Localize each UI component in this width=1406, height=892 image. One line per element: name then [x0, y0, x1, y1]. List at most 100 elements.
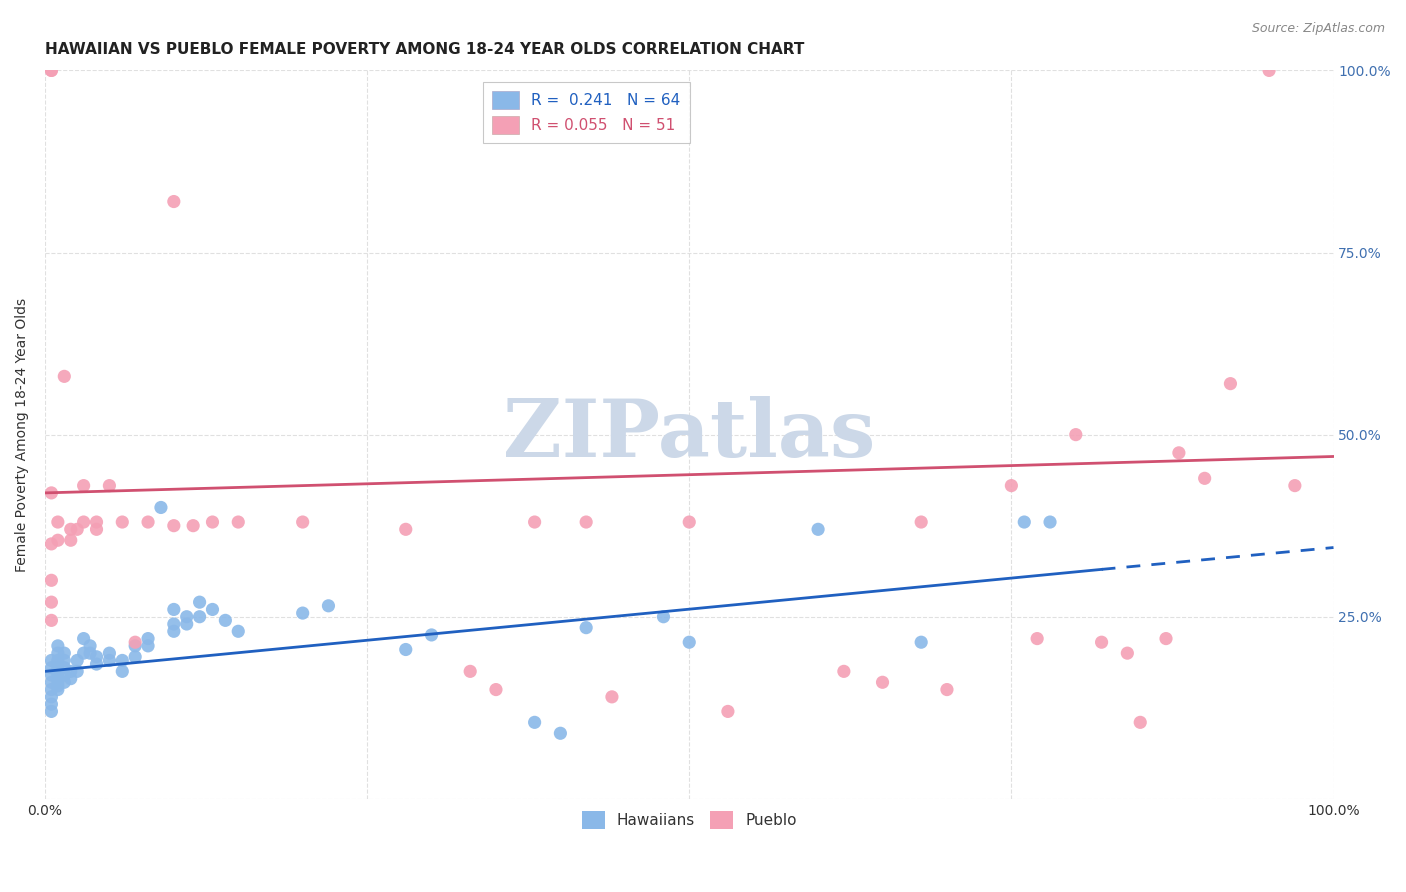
Point [46, 515, 69, 529]
Point [124, 639, 146, 653]
Text: ZIPatlas: ZIPatlas [503, 396, 876, 474]
Point [1090, 635, 1112, 649]
Point [163, 194, 186, 209]
Point [201, 515, 224, 529]
Point [163, 518, 186, 533]
Point [550, 726, 572, 740]
Point [1284, 478, 1306, 492]
Point [72, 632, 94, 646]
Point [41, 574, 63, 588]
Point [1039, 515, 1062, 529]
Point [1258, 63, 1281, 78]
Point [72, 515, 94, 529]
Point [41, 63, 63, 78]
Point [46, 639, 69, 653]
Point [46, 668, 69, 682]
Point [53, 675, 76, 690]
Point [395, 642, 418, 657]
Point [1219, 376, 1241, 391]
Point [72, 478, 94, 492]
Point [226, 515, 249, 529]
Point [41, 486, 63, 500]
Point [1194, 471, 1216, 485]
Y-axis label: Female Poverty Among 18-24 Year Olds: Female Poverty Among 18-24 Year Olds [15, 298, 30, 572]
Point [807, 522, 830, 536]
Point [46, 533, 69, 548]
Point [41, 63, 63, 78]
Point [46, 661, 69, 675]
Point [59, 522, 82, 536]
Point [188, 609, 211, 624]
Point [1000, 478, 1022, 492]
Point [1012, 515, 1035, 529]
Point [41, 653, 63, 667]
Point [111, 653, 134, 667]
Point [46, 646, 69, 660]
Point [523, 515, 546, 529]
Text: HAWAIIAN VS PUEBLO FEMALE POVERTY AMONG 18-24 YEAR OLDS CORRELATION CHART: HAWAIIAN VS PUEBLO FEMALE POVERTY AMONG … [45, 42, 804, 57]
Point [1116, 646, 1139, 660]
Point [163, 624, 186, 639]
Point [66, 653, 89, 667]
Point [98, 653, 121, 667]
Point [59, 665, 82, 679]
Point [1154, 632, 1177, 646]
Point [79, 646, 101, 660]
Point [600, 690, 623, 704]
Point [46, 665, 69, 679]
Point [72, 646, 94, 660]
Point [176, 609, 198, 624]
Point [201, 602, 224, 616]
Point [136, 632, 159, 646]
Point [149, 500, 172, 515]
Point [46, 653, 69, 667]
Point [1064, 427, 1087, 442]
Point [41, 697, 63, 711]
Point [575, 621, 598, 635]
Point [1026, 632, 1049, 646]
Point [46, 682, 69, 697]
Point [910, 515, 932, 529]
Point [318, 599, 340, 613]
Point [176, 617, 198, 632]
Point [395, 522, 418, 536]
Point [66, 522, 89, 536]
Point [53, 646, 76, 660]
Point [53, 661, 76, 675]
Point [575, 515, 598, 529]
Point [1167, 446, 1189, 460]
Point [163, 617, 186, 632]
Point [163, 602, 186, 616]
Point [111, 515, 134, 529]
Point [910, 635, 932, 649]
Point [291, 515, 314, 529]
Point [98, 646, 121, 660]
Point [86, 657, 108, 671]
Point [652, 609, 675, 624]
Point [226, 624, 249, 639]
Point [41, 705, 63, 719]
Point [717, 705, 740, 719]
Point [181, 518, 204, 533]
Point [1129, 715, 1152, 730]
Point [53, 668, 76, 682]
Point [832, 665, 855, 679]
Point [98, 478, 121, 492]
Point [136, 639, 159, 653]
Point [53, 653, 76, 667]
Point [485, 682, 508, 697]
Point [291, 606, 314, 620]
Point [214, 613, 236, 627]
Point [53, 369, 76, 384]
Point [86, 515, 108, 529]
Point [523, 715, 546, 730]
Point [59, 533, 82, 548]
Text: Source: ZipAtlas.com: Source: ZipAtlas.com [1251, 22, 1385, 36]
Point [111, 665, 134, 679]
Point [41, 682, 63, 697]
Point [41, 595, 63, 609]
Point [79, 639, 101, 653]
Point [420, 628, 443, 642]
Point [458, 665, 481, 679]
Point [136, 515, 159, 529]
